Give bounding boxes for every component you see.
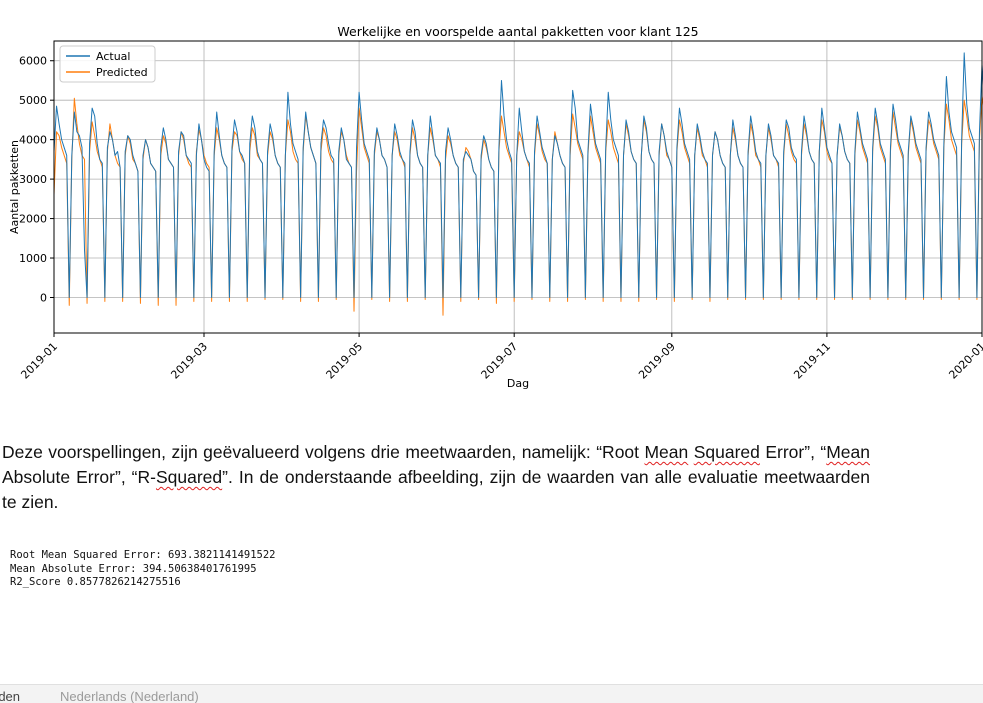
y-tick-label: 1000 bbox=[19, 252, 47, 265]
spellcheck-word[interactable]: Squared bbox=[693, 442, 760, 462]
y-tick-label: 3000 bbox=[19, 173, 47, 186]
spellcheck-word[interactable]: Mean bbox=[826, 442, 870, 462]
mae-line: Mean Absolute Error: 394.50638401761995 bbox=[10, 562, 257, 575]
y-tick-label: 6000 bbox=[19, 55, 47, 68]
metrics-output: Root Mean Squared Error: 693.38211414915… bbox=[10, 549, 276, 590]
legend-label-predicted: Predicted bbox=[96, 66, 148, 79]
paragraph-text: Absolute Error”, “R- bbox=[2, 467, 156, 487]
x-axis-label: Dag bbox=[507, 377, 529, 390]
paragraph-text: Error”, “ bbox=[759, 442, 827, 462]
r2-line: R2_Score 0.8577826214275516 bbox=[10, 576, 181, 588]
evaluation-paragraph: Deze voorspellingen, zijn geëvalueerd vo… bbox=[2, 440, 870, 515]
y-tick-label: 4000 bbox=[19, 134, 47, 147]
series-line-actual bbox=[53, 52, 983, 298]
language-indicator[interactable]: Nederlands (Nederland) bbox=[60, 689, 199, 703]
status-bar: rden Nederlands (Nederland) bbox=[0, 684, 983, 703]
y-tick-label: 0 bbox=[40, 291, 47, 304]
spellcheck-word[interactable]: Squared bbox=[155, 467, 223, 487]
legend-label-actual: Actual bbox=[96, 50, 130, 63]
y-tick-label: 2000 bbox=[19, 213, 47, 226]
legend-box bbox=[59, 45, 156, 83]
paragraph-text: Deze voorspellingen, zijn geëvalueerd vo… bbox=[2, 442, 645, 462]
paragraph-text: ”. In de onderstaande afbeelding, zijn d… bbox=[2, 467, 870, 512]
plot-frame bbox=[53, 40, 983, 334]
chart-title: Werkelijke en voorspelde aantal pakkette… bbox=[337, 24, 698, 39]
y-axis-label: Aantal pakketten bbox=[8, 140, 21, 234]
chart-legend: Actual Predicted bbox=[59, 45, 156, 83]
status-bar-text: rden bbox=[0, 689, 21, 703]
rmse-line: Root Mean Squared Error: 693.38211414915… bbox=[10, 549, 276, 561]
chart-series-layer bbox=[53, 52, 983, 316]
y-tick-label: 5000 bbox=[19, 94, 47, 107]
spellcheck-word[interactable]: Mean bbox=[644, 442, 689, 462]
